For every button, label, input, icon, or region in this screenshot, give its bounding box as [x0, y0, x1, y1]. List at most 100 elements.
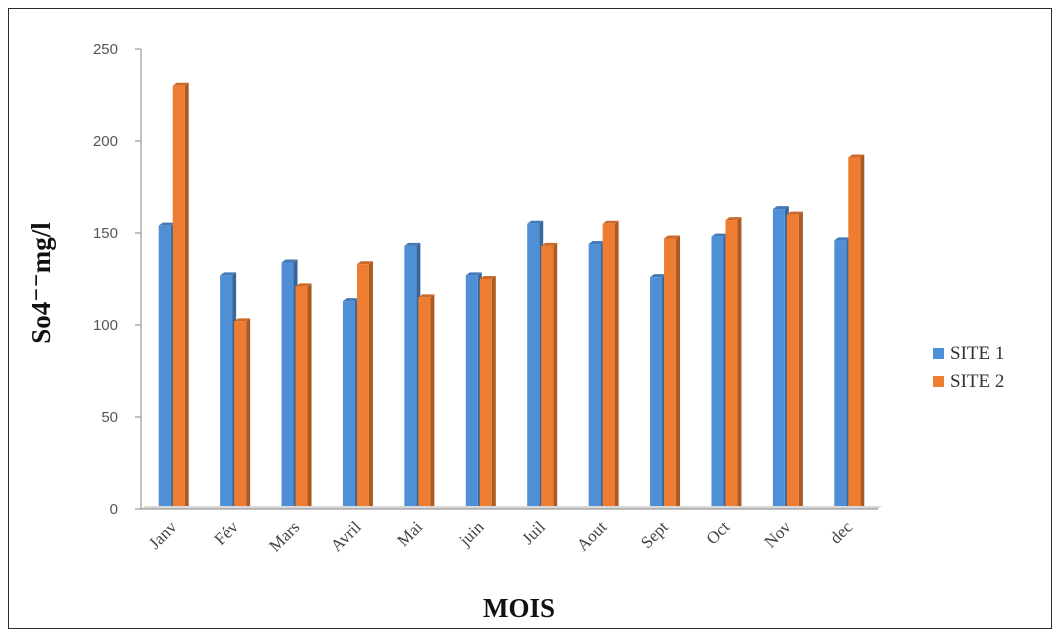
- bar-front: [527, 223, 540, 510]
- bar-front: [848, 157, 861, 509]
- bar-top: [234, 318, 251, 322]
- y-tick-label: 100: [93, 317, 118, 334]
- bar-front: [418, 297, 431, 509]
- bar-front: [295, 286, 308, 509]
- y-tick-label: 150: [93, 225, 118, 242]
- bar-front: [479, 279, 492, 509]
- bar-2-Nov: [786, 211, 803, 509]
- bar-front: [650, 277, 663, 509]
- y-tick-label: 50: [101, 409, 118, 426]
- bar-side: [614, 220, 619, 510]
- bar-top: [527, 220, 544, 224]
- bar-front: [281, 262, 294, 509]
- x-tick-label: Mai: [393, 517, 426, 550]
- bar-1-Fév: [220, 272, 237, 509]
- bar-side: [246, 318, 251, 509]
- bar-top: [650, 274, 667, 278]
- bar-front: [158, 225, 171, 509]
- x-tick-label: Janv: [145, 517, 181, 553]
- bar-2-Avril: [356, 261, 373, 509]
- x-tick-label: Fév: [210, 517, 242, 549]
- bar-side: [860, 154, 865, 509]
- bar-front: [711, 236, 724, 509]
- bar-side: [368, 261, 373, 509]
- bar-top: [588, 241, 605, 245]
- bar-2-Sept: [664, 235, 681, 509]
- bar-front: [834, 240, 847, 510]
- bar-side: [307, 283, 312, 509]
- legend-label: SITE 2: [950, 371, 1004, 392]
- bar-top: [602, 220, 619, 224]
- bar-front: [356, 264, 369, 509]
- x-tick-label: Nov: [761, 517, 795, 551]
- bar-front: [588, 244, 601, 510]
- bar-top: [725, 217, 742, 221]
- bar-1-dec: [834, 237, 851, 510]
- bar-top: [711, 233, 728, 237]
- bar-1-Mars: [281, 259, 298, 509]
- x-axis-title: MOIS: [483, 593, 555, 623]
- bar-top: [172, 82, 189, 86]
- y-axis: 0 50 100 150 200 250: [93, 41, 142, 518]
- x-tick-label: Juil: [518, 517, 549, 548]
- bar-side: [737, 217, 742, 509]
- bar-front: [234, 321, 247, 509]
- bar-top: [848, 154, 865, 158]
- legend-item-1: SITE 1: [933, 343, 1004, 364]
- bar-1-Janv: [158, 222, 175, 509]
- legend-swatch: [933, 348, 944, 359]
- bar-side: [184, 82, 189, 510]
- bar-front: [541, 245, 554, 509]
- bar-top: [158, 222, 175, 226]
- bar-side: [553, 242, 558, 509]
- bar-2-dec: [848, 154, 865, 509]
- x-tick-label: Mars: [265, 517, 303, 555]
- bar-2-juin: [479, 276, 496, 509]
- legend-item-2: SITE 2: [933, 371, 1004, 392]
- bar-1-Sept: [650, 274, 667, 509]
- bar-1-juin: [465, 272, 482, 509]
- bar-1-Avril: [342, 298, 359, 509]
- bar-2-Oct: [725, 217, 742, 509]
- x-tick-label: Oct: [702, 517, 733, 548]
- bar-1-Aout: [588, 241, 605, 510]
- x-tick-label: dec: [826, 517, 856, 547]
- bar-top: [356, 261, 373, 265]
- bar-top: [772, 206, 789, 210]
- bar-top: [541, 242, 558, 246]
- bar-top: [664, 235, 681, 239]
- bar-2-Juil: [541, 242, 558, 509]
- bar-side: [798, 211, 803, 509]
- bar-top: [834, 237, 851, 241]
- y-tick-label: 250: [93, 41, 118, 58]
- x-tick-label: Avril: [327, 517, 365, 555]
- x-axis: Janv Fév Mars Avril Mai juin Juil Aout Sept Oct No…: [141, 506, 882, 556]
- bar-1-Juil: [527, 220, 544, 510]
- bar-front: [772, 209, 785, 509]
- y-axis-title: So4⁻⁻mg/l: [26, 222, 56, 344]
- bar-front: [342, 301, 355, 509]
- bar-2-Fév: [234, 318, 251, 509]
- bar-side: [676, 235, 681, 509]
- bar-front: [664, 238, 677, 509]
- bar-top: [295, 283, 312, 287]
- bar-front: [220, 275, 233, 509]
- bar-front: [725, 220, 738, 509]
- bar-1-Nov: [772, 206, 789, 509]
- y-tick-label: 200: [93, 133, 118, 150]
- x-tick-label: juin: [455, 517, 488, 550]
- bar-top: [342, 298, 359, 302]
- bar-side: [430, 294, 435, 509]
- x-tick-label: Aout: [573, 517, 611, 555]
- bar-front: [786, 214, 799, 509]
- bar-2-Mai: [418, 294, 435, 509]
- x-axis-floor: [141, 506, 882, 509]
- bar-1-Mai: [404, 242, 421, 509]
- bars: [158, 82, 865, 510]
- bar-1-Oct: [711, 233, 728, 509]
- bar-top: [418, 294, 435, 298]
- bar-front: [465, 275, 478, 509]
- bar-side: [491, 276, 496, 509]
- bar-2-Aout: [602, 220, 619, 510]
